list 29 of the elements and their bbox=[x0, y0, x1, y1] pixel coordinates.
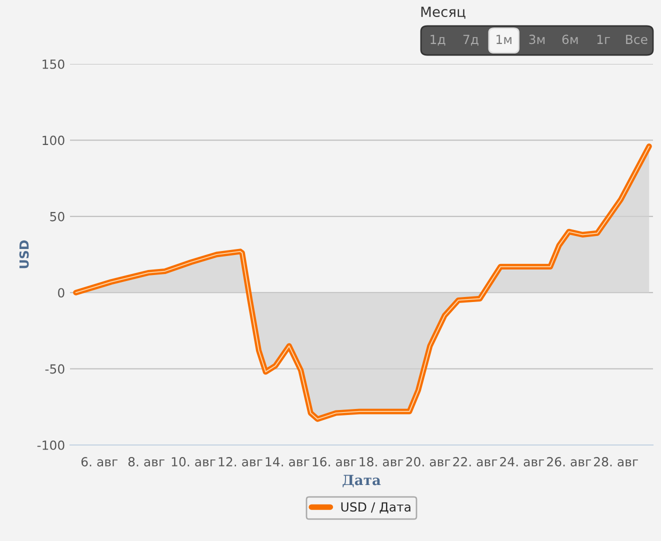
x-tick-label: 20. авг bbox=[406, 457, 450, 466]
text: Месяц bbox=[421, 6, 466, 19]
y-tick-label: 50 bbox=[50, 212, 64, 222]
x-tick-label: 10. авг bbox=[172, 457, 216, 466]
x-tick-label: 8. авг bbox=[128, 457, 164, 466]
text: 1м bbox=[496, 34, 512, 44]
text: 6м bbox=[562, 34, 578, 44]
x-tick-label: 22. авг bbox=[453, 457, 498, 466]
x-tick-label: 18. авг bbox=[360, 457, 404, 466]
x-tick-label: 24. авг bbox=[500, 457, 544, 466]
x-axis-title: Дата bbox=[342, 474, 381, 488]
y-tick-label: 150 bbox=[42, 59, 64, 69]
legend-label: USD / Дата bbox=[341, 502, 410, 514]
text: 3м bbox=[529, 34, 545, 44]
y-axis-title: USD bbox=[19, 240, 29, 268]
x-tick-label: 12. авг bbox=[218, 457, 262, 466]
x-tick-label: 6. авг bbox=[81, 457, 118, 466]
x-tick-label: 14. авг bbox=[266, 457, 310, 466]
x-tick-label: 16. авг bbox=[312, 457, 356, 466]
text: 7д bbox=[463, 34, 478, 46]
y-tick-label: -50 bbox=[45, 364, 64, 374]
x-tick-label: 26. авг bbox=[547, 457, 591, 466]
text: Все bbox=[626, 34, 648, 44]
y-tick-label: -100 bbox=[37, 440, 64, 450]
y-tick-label: 0 bbox=[58, 288, 64, 298]
x-tick-label: 28. авг bbox=[594, 457, 638, 466]
text: 1г bbox=[597, 34, 610, 44]
text: 1д bbox=[430, 34, 446, 46]
y-tick-label: 100 bbox=[42, 136, 64, 146]
